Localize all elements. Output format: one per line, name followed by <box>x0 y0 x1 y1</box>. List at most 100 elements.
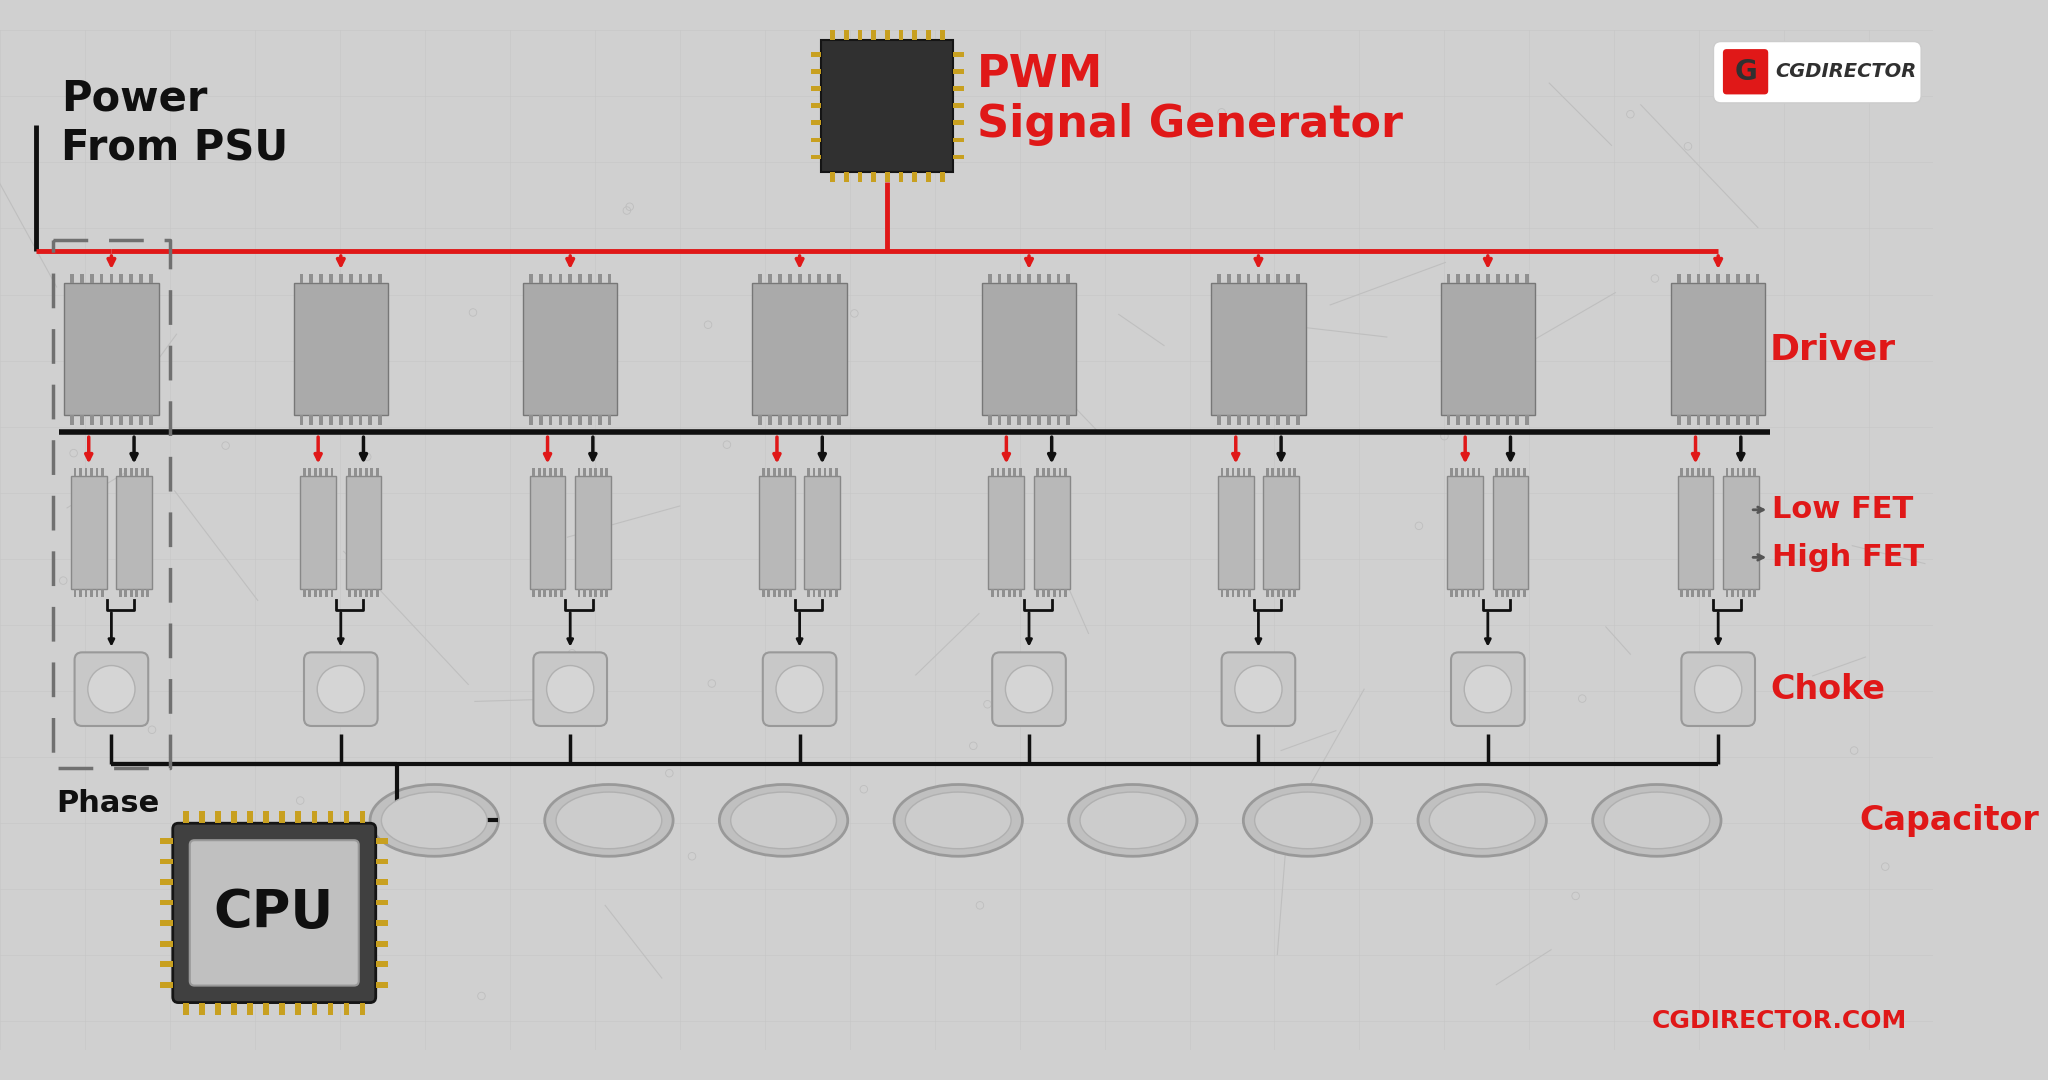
Bar <box>954 154 965 160</box>
Bar <box>1014 589 1016 596</box>
Bar <box>199 811 205 823</box>
Bar <box>348 416 352 424</box>
Bar <box>539 589 541 596</box>
Bar <box>991 469 993 476</box>
Bar <box>1036 416 1040 424</box>
Bar <box>90 273 94 283</box>
Bar <box>549 589 551 596</box>
Bar <box>1473 469 1475 476</box>
Bar <box>559 469 563 476</box>
Bar <box>1511 589 1516 596</box>
Ellipse shape <box>1243 784 1372 856</box>
Bar <box>119 416 123 424</box>
Bar <box>539 469 541 476</box>
Bar <box>330 469 334 476</box>
Bar <box>1059 469 1061 476</box>
Bar <box>606 589 608 596</box>
Bar <box>264 1002 268 1015</box>
Bar <box>1501 589 1503 596</box>
Bar <box>821 40 954 172</box>
Bar <box>319 589 322 596</box>
Bar <box>539 416 543 424</box>
Bar <box>1053 589 1057 596</box>
Bar <box>817 273 821 283</box>
Bar <box>598 273 602 283</box>
Bar <box>858 172 862 183</box>
Bar <box>348 273 352 283</box>
Bar <box>80 469 82 476</box>
Bar <box>129 589 133 596</box>
Bar <box>788 469 793 476</box>
Bar <box>778 469 780 476</box>
Bar <box>807 416 811 424</box>
Bar <box>1276 416 1280 424</box>
Bar <box>1266 589 1268 596</box>
Bar <box>1688 273 1690 283</box>
Bar <box>84 469 88 476</box>
Bar <box>301 476 336 589</box>
Bar <box>913 29 918 40</box>
Bar <box>823 589 827 596</box>
Bar <box>1726 589 1729 596</box>
Bar <box>1227 273 1231 283</box>
Ellipse shape <box>905 792 1012 849</box>
Bar <box>358 589 362 596</box>
Bar <box>807 469 809 476</box>
Bar <box>1686 469 1690 476</box>
Text: CPU: CPU <box>213 887 334 939</box>
Bar <box>575 476 610 589</box>
Bar <box>784 469 786 476</box>
Bar <box>584 589 586 596</box>
Bar <box>375 941 387 946</box>
Bar <box>295 1002 301 1015</box>
Bar <box>784 589 786 596</box>
Bar <box>182 1002 188 1015</box>
Bar <box>344 1002 350 1015</box>
Bar <box>129 416 133 424</box>
Bar <box>817 416 821 424</box>
Bar <box>84 589 88 596</box>
Bar <box>1745 416 1749 424</box>
Bar <box>608 416 612 424</box>
Bar <box>160 900 172 905</box>
FancyBboxPatch shape <box>762 652 836 726</box>
Bar <box>1460 469 1464 476</box>
Bar <box>559 416 563 424</box>
Bar <box>1272 589 1274 596</box>
Bar <box>1737 416 1739 424</box>
Bar <box>160 941 172 946</box>
Bar <box>309 273 313 283</box>
Bar <box>1036 273 1040 283</box>
Bar <box>72 476 106 589</box>
Bar <box>1243 469 1245 476</box>
Bar <box>379 273 383 283</box>
Bar <box>600 589 602 596</box>
Bar <box>829 469 831 476</box>
Bar <box>100 416 104 424</box>
Bar <box>987 416 991 424</box>
Bar <box>1450 469 1452 476</box>
Bar <box>375 859 387 864</box>
Bar <box>1221 589 1223 596</box>
Text: Low FET: Low FET <box>1772 496 1913 524</box>
Bar <box>588 589 592 596</box>
Bar <box>379 416 383 424</box>
Bar <box>913 172 918 183</box>
Bar <box>989 476 1024 589</box>
Bar <box>139 273 143 283</box>
Bar <box>588 273 592 283</box>
Bar <box>569 416 571 424</box>
Bar <box>125 589 127 596</box>
Bar <box>1028 416 1030 424</box>
Bar <box>1518 589 1520 596</box>
Bar <box>1217 416 1221 424</box>
Bar <box>758 273 762 283</box>
FancyBboxPatch shape <box>991 652 1065 726</box>
Bar <box>375 920 387 926</box>
Bar <box>1466 589 1468 596</box>
Bar <box>543 469 547 476</box>
Bar <box>807 273 811 283</box>
Bar <box>997 589 999 596</box>
Bar <box>549 469 551 476</box>
FancyBboxPatch shape <box>303 652 377 726</box>
